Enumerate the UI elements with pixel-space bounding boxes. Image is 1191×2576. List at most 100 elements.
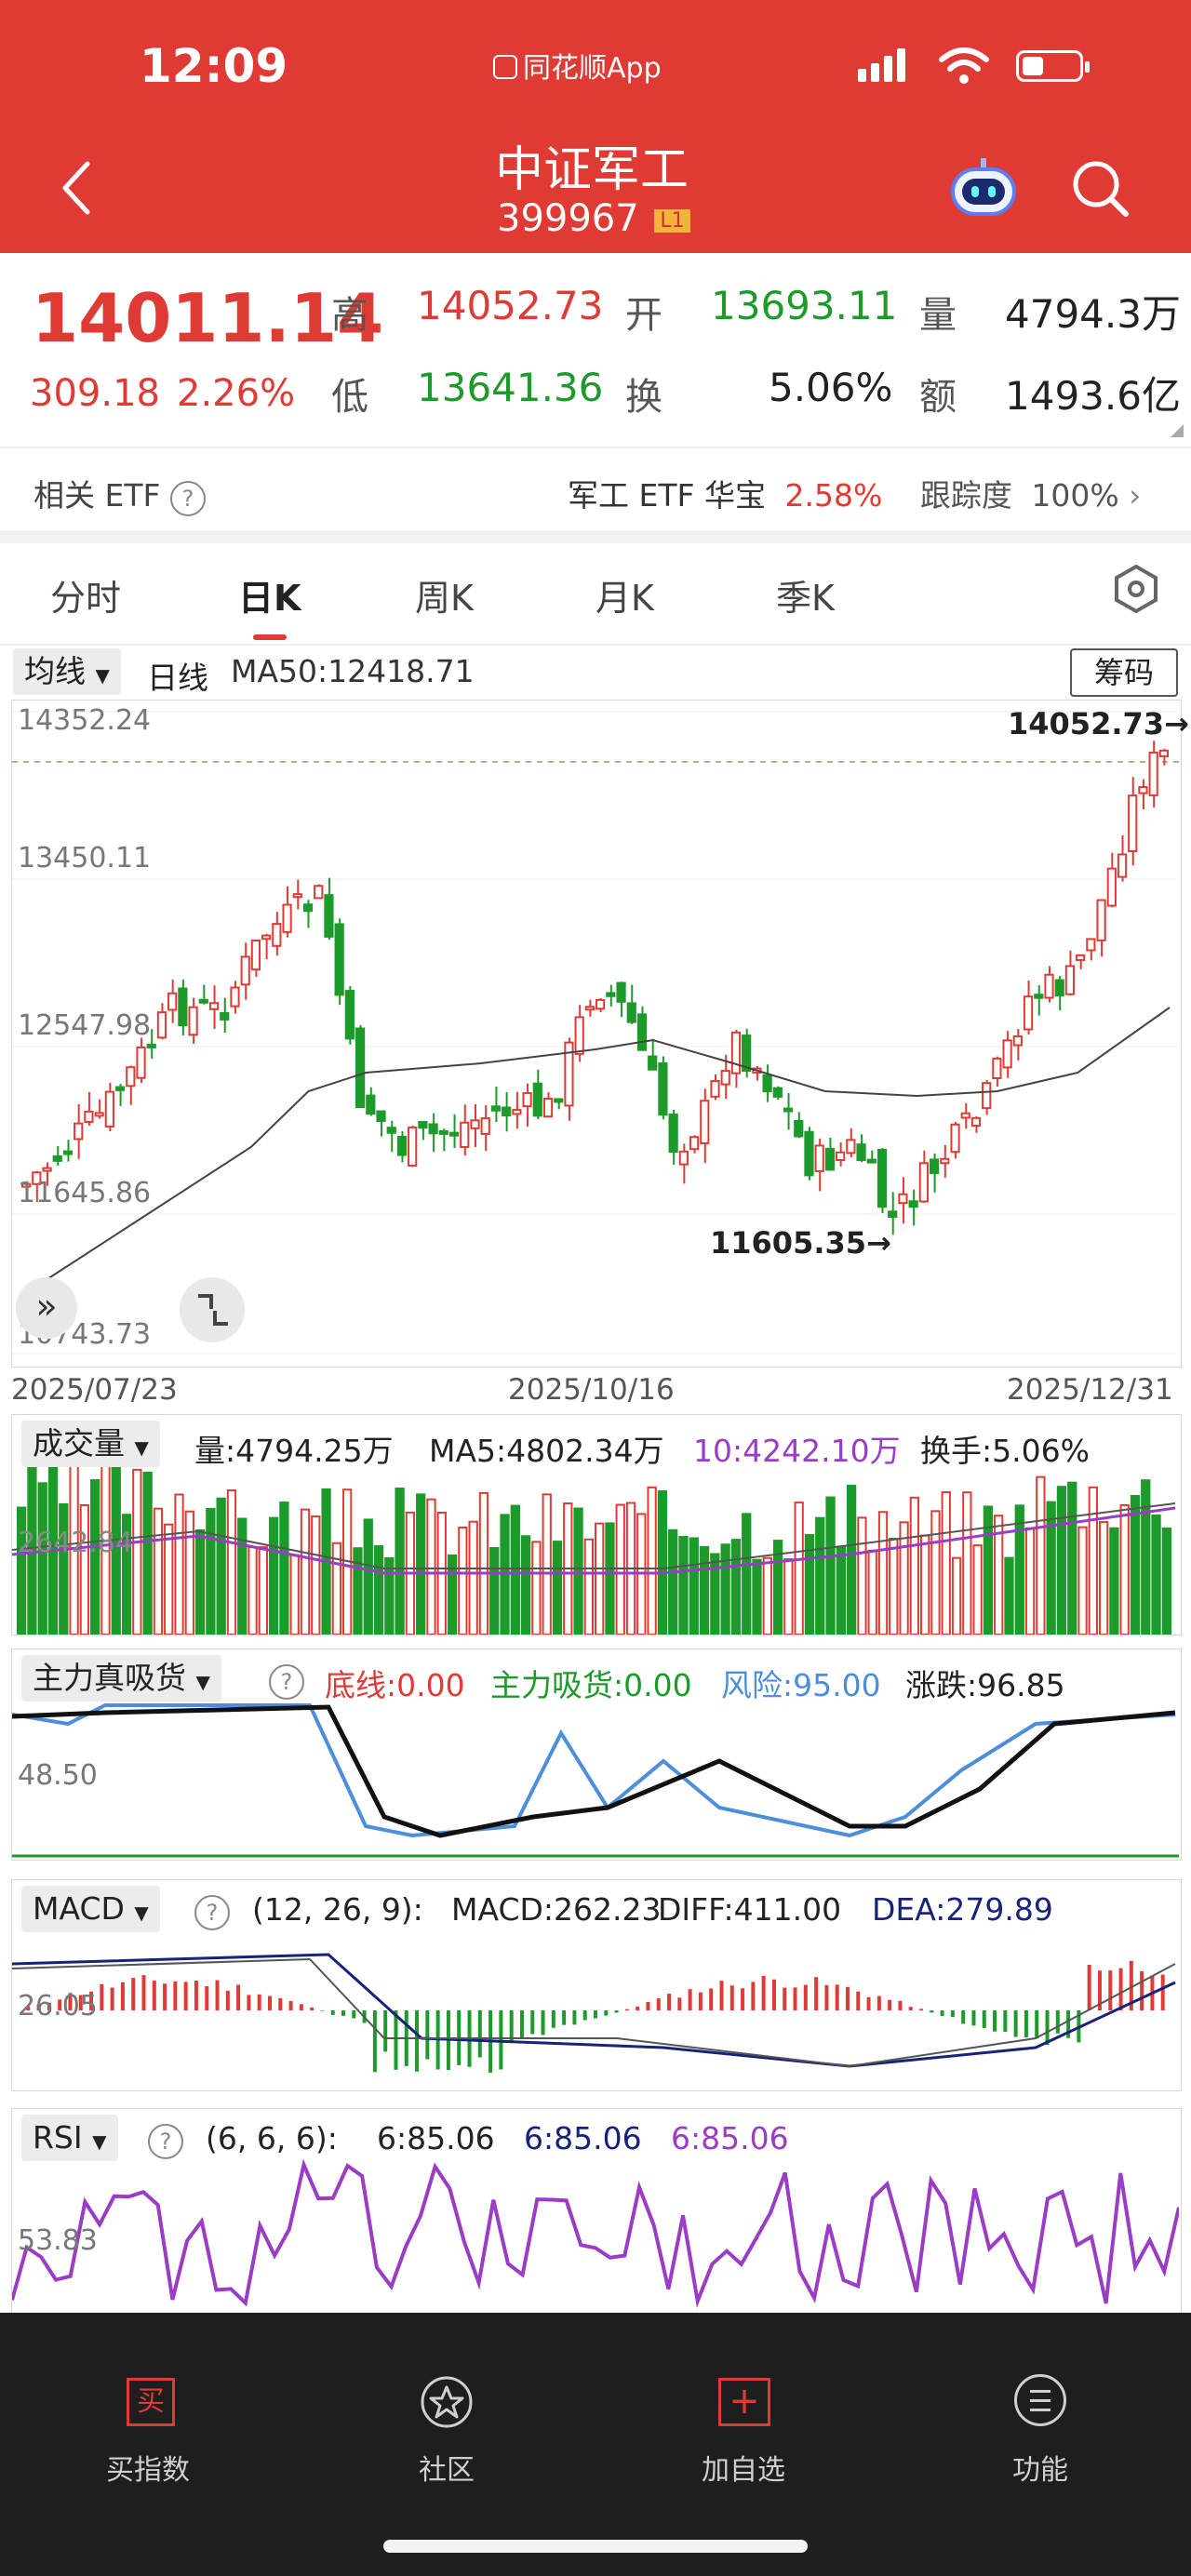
help-icon[interactable]: ?: [194, 1891, 230, 1930]
search-icon[interactable]: [1070, 158, 1131, 220]
help-icon[interactable]: ?: [169, 481, 206, 516]
community-icon[interactable]: [419, 2374, 475, 2430]
candle-body: [710, 1080, 720, 1098]
diff-line: [12, 1957, 1176, 2068]
candle-body: [1076, 954, 1086, 961]
settings-hexagon-icon[interactable]: [1111, 564, 1161, 614]
volume-bar: [142, 1471, 153, 1635]
candle-body: [126, 1066, 136, 1088]
rsi1-value: 6:85.06: [377, 2120, 495, 2156]
candle-body: [104, 1090, 114, 1128]
chip-button[interactable]: 筹码: [1070, 648, 1178, 697]
main-force-indicator-dropdown[interactable]: 主力真吸货 ▼: [21, 1655, 221, 1702]
macd-panel[interactable]: MACD ▼ ? (12, 26, 9): MACD:262.23 DIFF:4…: [11, 1879, 1182, 2091]
nav-add-watchlist[interactable]: 加自选: [702, 2454, 785, 2487]
ma50-value: MA50:12418.71: [231, 653, 475, 689]
volume-bar: [468, 1520, 478, 1635]
nav-functions[interactable]: 功能: [1012, 2454, 1068, 2487]
volume-bar: [668, 1528, 678, 1635]
candle-body: [846, 1139, 856, 1155]
volume-ma10-line: [12, 1506, 1176, 1575]
rsi-line: [12, 2158, 1179, 2308]
volume-indicator-dropdown[interactable]: 成交量 ▼: [21, 1421, 160, 1467]
candle-body: [408, 1126, 418, 1167]
related-etf-label[interactable]: 相关 ETF ?: [33, 471, 206, 516]
fast-forward-icon[interactable]: »: [16, 1277, 77, 1339]
candle-body: [1138, 786, 1148, 794]
volume-bar: [752, 1558, 762, 1635]
volume-bar: [1088, 1486, 1098, 1635]
volume-bar: [279, 1502, 289, 1635]
candle-body: [84, 1110, 94, 1123]
candle-body: [762, 1074, 772, 1093]
rsi-panel[interactable]: RSI ▼ ? (6, 6, 6): 6:85.06 6:85.06 6:85.…: [11, 2108, 1182, 2326]
volume-bar: [1151, 1514, 1161, 1635]
etf-row[interactable]: 军工 ETF 华宝 2.58% 跟踪度 100% ›: [568, 471, 1141, 515]
candle-body: [42, 1167, 52, 1172]
fullscreen-icon[interactable]: [180, 1277, 245, 1342]
help-icon[interactable]: ?: [269, 1661, 304, 1700]
volume-bar: [90, 1479, 100, 1635]
candle-body: [564, 1041, 574, 1107]
volume-bar: [79, 1504, 90, 1635]
stock-code: 399967 L1: [497, 197, 690, 240]
tab-monthly-k[interactable]: 月K: [596, 578, 654, 619]
volume-panel[interactable]: 成交量 ▼ 量:4794.25万 MA5:4802.34万 10:4242.10…: [11, 1414, 1182, 1635]
candle-body: [376, 1110, 386, 1123]
volume-bar: [877, 1511, 889, 1635]
open-label: 开: [625, 294, 662, 337]
tab-quarterly-k[interactable]: 季K: [776, 578, 835, 619]
high-label: 高: [331, 294, 368, 337]
volume-bar: [194, 1529, 206, 1635]
volume-bar: [363, 1518, 373, 1635]
macd-indicator-dropdown[interactable]: MACD ▼: [21, 1886, 160, 1932]
volume-bar: [857, 1516, 867, 1635]
volume-bar: [699, 1545, 710, 1635]
volume-bar: [720, 1543, 730, 1635]
candle-body: [156, 1011, 167, 1039]
main-force-panel[interactable]: 主力真吸货 ▼ ? 底线:0.00 主力吸货:0.00 风险:95.00 涨跌:…: [11, 1648, 1182, 1861]
candle-body: [188, 1006, 198, 1036]
volume-bar: [730, 1539, 742, 1635]
add-watchlist-icon[interactable]: +: [718, 2378, 770, 2426]
volume-bar: [121, 1514, 132, 1635]
candle-body: [1086, 938, 1096, 952]
expand-corner-icon[interactable]: [1171, 424, 1184, 437]
kline-chart[interactable]: 14352.24 13450.11 12547.98 11645.86 1074…: [11, 700, 1189, 1368]
volume-bar: [1004, 1556, 1014, 1635]
candle-body: [730, 1031, 742, 1074]
candle-body: [929, 1158, 940, 1174]
volume-bar: [416, 1493, 426, 1635]
buy-index-icon[interactable]: 买: [127, 2378, 175, 2426]
candle-body: [960, 1112, 970, 1119]
tab-daily-k[interactable]: 日K: [238, 578, 301, 619]
candle-body: [783, 1107, 794, 1113]
candle-body: [1044, 973, 1054, 999]
robot-assistant-icon[interactable]: [951, 158, 1016, 216]
back-icon[interactable]: [58, 158, 95, 218]
section-gap: [0, 530, 1191, 543]
volume-bar: [941, 1491, 951, 1635]
candle-body: [490, 1105, 502, 1112]
kline-period-label: 日线: [147, 660, 208, 696]
ma-indicator-dropdown[interactable]: 均线 ▼: [13, 648, 121, 695]
volume-bar: [689, 1537, 699, 1635]
status-time: 12:09: [140, 39, 288, 93]
tab-weekly-k[interactable]: 周K: [415, 578, 474, 619]
candle-body: [470, 1119, 480, 1129]
menu-icon[interactable]: [1014, 2374, 1066, 2426]
nav-buy-index[interactable]: 买指数: [106, 2454, 190, 2487]
candle-body: [261, 934, 272, 941]
candle-body: [532, 1082, 542, 1117]
volume-bar: [889, 1537, 899, 1635]
volume-bar: [647, 1486, 657, 1635]
nav-community[interactable]: 社区: [419, 2454, 475, 2487]
rsi-indicator-dropdown[interactable]: RSI ▼: [21, 2115, 118, 2161]
help-icon[interactable]: ?: [148, 2120, 183, 2159]
volume-bar: [867, 1549, 877, 1635]
volume-bar: [353, 1547, 363, 1635]
candle-body: [1054, 979, 1064, 997]
page-title: 中证军工: [495, 142, 689, 198]
candle-body: [198, 998, 208, 1004]
tab-minute[interactable]: 分时: [50, 578, 122, 619]
